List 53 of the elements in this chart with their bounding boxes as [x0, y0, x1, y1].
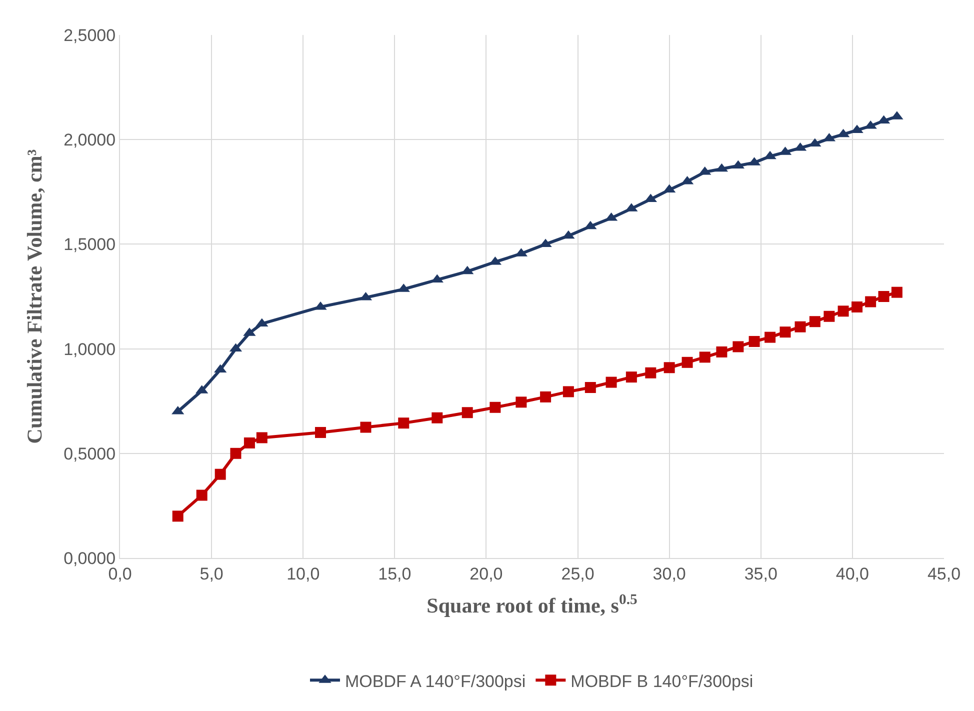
- point: [432, 412, 443, 424]
- point: [315, 426, 326, 438]
- point: [645, 367, 656, 378]
- x-tick-label: 10,0: [286, 564, 320, 584]
- point: [780, 326, 791, 338]
- x-tick-label: 45,0: [927, 564, 961, 584]
- point: [794, 321, 806, 332]
- point: [824, 310, 835, 322]
- point: [606, 376, 617, 388]
- y-axis-title: Cumulative Filtrate Volume, cm³: [22, 149, 47, 444]
- x-tick-label: 20,0: [470, 564, 503, 584]
- point: [852, 301, 863, 312]
- x-tick-label: 35,0: [744, 564, 778, 584]
- legend-label: MOBDF A 140°F/300psi: [345, 672, 526, 691]
- point: [764, 332, 776, 343]
- point: [230, 448, 242, 459]
- y-tick-label: 1,5000: [64, 235, 116, 254]
- x-axis-title: Square root of time, s$^{0.5}$: [426, 592, 638, 618]
- legend-label: MOBDF B 140°F/300psi: [570, 672, 754, 691]
- y-tick-label: 0,5000: [64, 444, 116, 464]
- point: [891, 286, 902, 298]
- x-tick-label: 25,0: [561, 564, 594, 584]
- y-tick-label: 2,0000: [64, 130, 116, 150]
- point: [878, 291, 890, 302]
- point: [865, 296, 876, 308]
- point: [716, 346, 728, 358]
- point: [809, 316, 820, 328]
- point: [540, 391, 552, 402]
- point: [244, 437, 255, 448]
- x-tick-label: 40,0: [836, 564, 869, 584]
- point: [490, 402, 501, 413]
- x-tick-label: 30,0: [652, 564, 686, 584]
- point: [196, 490, 208, 501]
- y-tick-label: 1,0000: [64, 340, 116, 359]
- point: [516, 396, 527, 408]
- point: [748, 336, 760, 347]
- y-tick-label: 2,5000: [64, 26, 116, 45]
- point: [398, 418, 410, 429]
- point: [584, 382, 596, 393]
- point: [172, 510, 184, 522]
- x-tick-label: 5,0: [200, 564, 224, 584]
- point: [838, 306, 849, 317]
- point: [256, 432, 268, 444]
- point: [664, 362, 675, 374]
- point: [462, 407, 473, 418]
- point: [682, 356, 693, 368]
- point: [626, 372, 637, 383]
- x-tick-label: 15,0: [378, 564, 412, 584]
- point: [360, 422, 372, 433]
- point: [732, 341, 744, 352]
- point: [214, 468, 226, 480]
- point: [562, 386, 574, 398]
- point: [699, 352, 710, 363]
